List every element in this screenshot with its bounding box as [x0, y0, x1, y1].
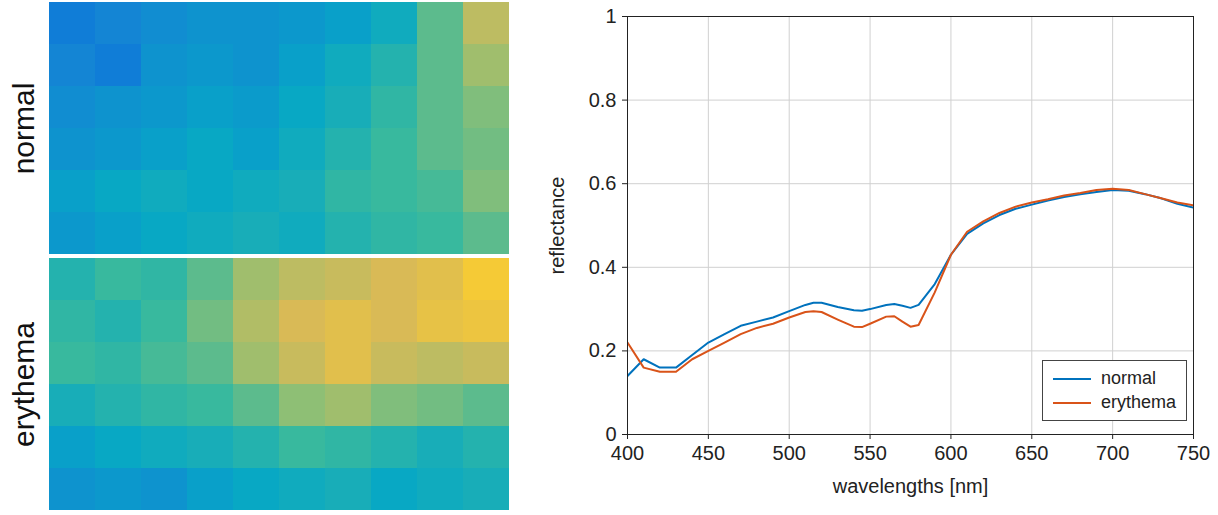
svg-text:0.2: 0.2 — [589, 339, 617, 361]
svg-text:1: 1 — [605, 5, 616, 27]
svg-text:0.8: 0.8 — [589, 89, 617, 111]
svg-text:650: 650 — [1015, 442, 1048, 464]
svg-text:0: 0 — [605, 423, 616, 445]
svg-text:reflectance: reflectance — [546, 177, 568, 275]
svg-text:500: 500 — [773, 442, 806, 464]
html-text:erythema: erythema — [1101, 392, 1176, 412]
svg-text:0.6: 0.6 — [589, 172, 617, 194]
svg-text:400: 400 — [611, 442, 644, 464]
svg-text:wavelengths [nm]: wavelengths [nm] — [832, 475, 989, 497]
svg-text:normal: normal — [7, 83, 40, 175]
svg-text:550: 550 — [853, 442, 886, 464]
svg-text:450: 450 — [692, 442, 725, 464]
svg-text:0.4: 0.4 — [589, 256, 617, 278]
svg-text:700: 700 — [1096, 442, 1129, 464]
html-text:normal: normal — [1101, 368, 1156, 388]
svg-text:750: 750 — [1177, 442, 1210, 464]
svg-text:erythema: erythema — [7, 322, 40, 447]
svg-text:600: 600 — [934, 442, 967, 464]
